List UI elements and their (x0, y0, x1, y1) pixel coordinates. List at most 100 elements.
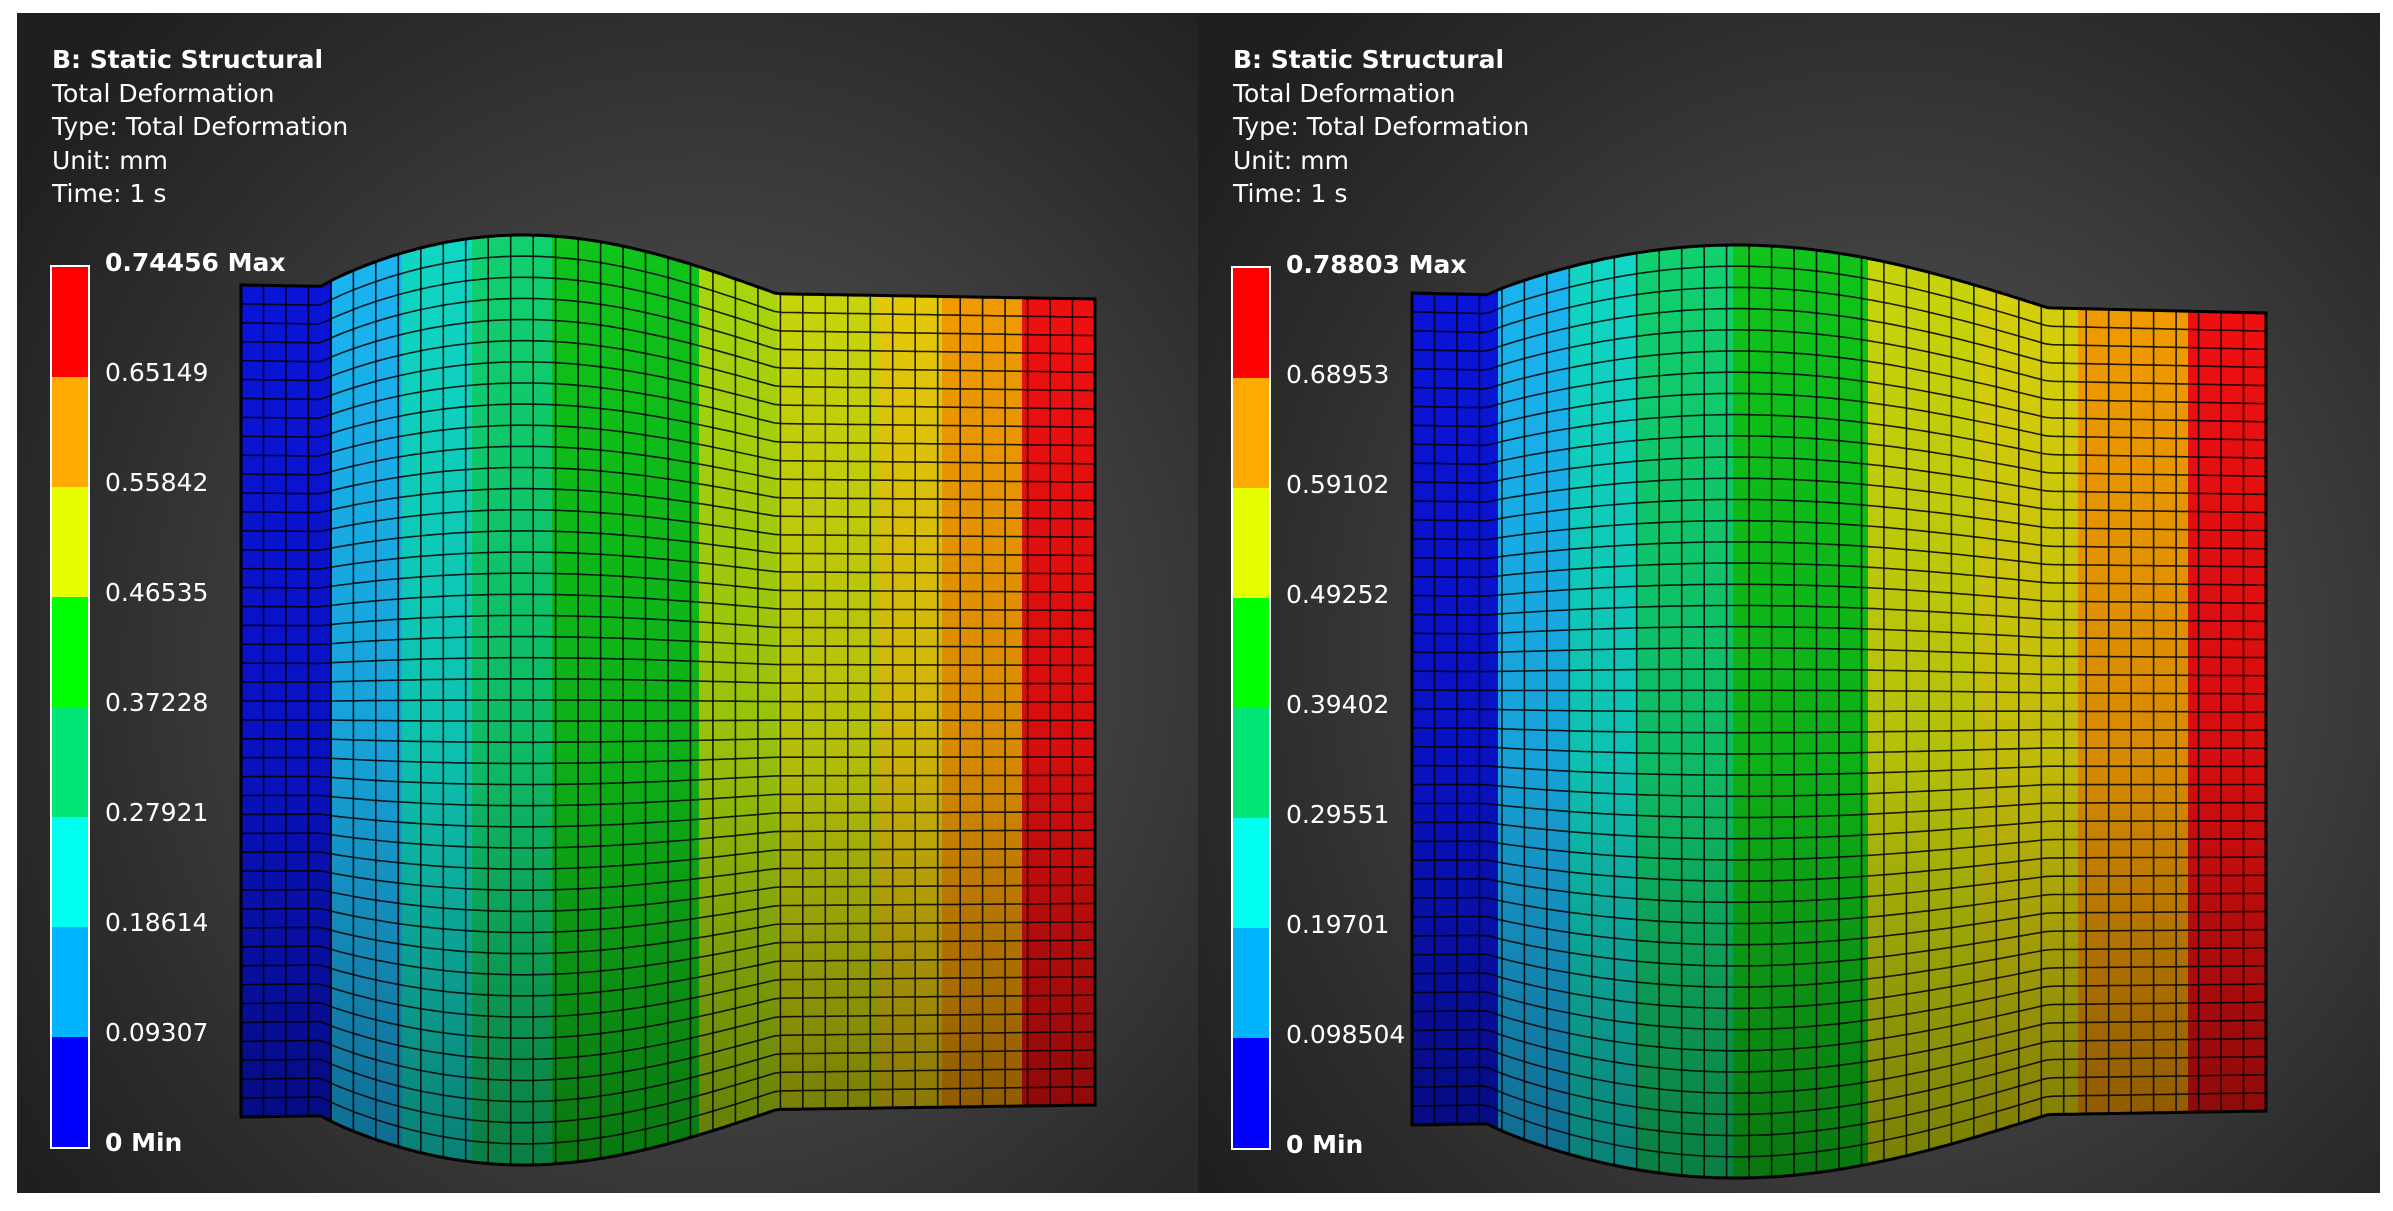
mesh-line (241, 756, 1095, 765)
mesh-line (241, 656, 1096, 667)
legend-color-band (52, 597, 88, 707)
mesh-line (240, 487, 1095, 520)
result-info-block: B: Static Structural Total Deformation T… (1233, 43, 1529, 211)
legend-tick-label: 0.55842 (105, 468, 209, 497)
mesh-line (240, 1012, 1096, 1061)
mesh-line (241, 719, 1095, 722)
mesh-line (1411, 1092, 2267, 1158)
mesh-line (1412, 928, 2267, 967)
mesh-line (1411, 519, 2267, 550)
result-name: Total Deformation (52, 78, 275, 108)
mesh-line (241, 382, 1096, 428)
system-title: B: Static Structural (52, 45, 324, 74)
legend-color-band (1233, 378, 1269, 488)
legend-tick-label: 0.37228 (105, 688, 209, 717)
mesh-line (1411, 583, 2267, 604)
color-legend-bar[interactable] (50, 265, 90, 1149)
mesh-line (1411, 371, 2267, 423)
color-legend-bar[interactable] (1231, 266, 1271, 1150)
mesh-line (1412, 1001, 2267, 1052)
mesh-line (240, 866, 1095, 892)
mesh-line (241, 774, 1095, 786)
mesh-line (241, 360, 1096, 410)
mesh-line (240, 847, 1096, 870)
legend-color-band (52, 707, 88, 817)
result-viewport-left[interactable]: B: Static Structural Total Deformation T… (17, 13, 1198, 1193)
mesh-line (1412, 892, 2266, 925)
mesh-line (1412, 745, 2266, 755)
legend-color-band (52, 817, 88, 927)
mesh-line (241, 678, 1095, 685)
mesh-line (1411, 498, 2267, 532)
legend-tick-label: 0.098504 (1286, 1020, 1406, 1049)
mesh-line (1411, 286, 2267, 351)
mesh-line (1411, 477, 2267, 514)
legend-tick-label: 0.65149 (105, 358, 209, 387)
deformation-contour-model[interactable] (17, 13, 1198, 1193)
mesh-line (1412, 647, 2267, 659)
mesh-line (241, 975, 1095, 1018)
mesh-line (240, 811, 1095, 828)
mesh-line (240, 339, 1096, 392)
legend-tick-label: 0.59102 (1286, 470, 1390, 499)
mesh-line (240, 572, 1095, 593)
mesh-line (240, 1067, 1096, 1124)
mesh-line (240, 276, 1096, 337)
deformation-contour-model[interactable] (1198, 13, 2380, 1193)
mesh-line (240, 297, 1096, 355)
mesh-line (1411, 838, 2266, 861)
mesh-line (240, 551, 1096, 575)
mesh-line (1411, 1037, 2266, 1094)
legend-min-label: 0 Min (1286, 1130, 1364, 1159)
result-info-block: B: Static Structural Total Deformation T… (52, 43, 348, 211)
legend-tick-label: 0.29551 (1286, 800, 1390, 829)
mesh-line (1411, 1019, 2267, 1073)
mesh-line (240, 424, 1096, 465)
legend-color-band (52, 1037, 88, 1147)
system-title: B: Static Structural (1233, 45, 1505, 74)
mesh-line (1411, 307, 2267, 369)
mesh-line (1411, 856, 2266, 882)
mesh-line (1412, 910, 2266, 946)
legend-color-band (1233, 598, 1269, 708)
mesh-line (1411, 392, 2267, 441)
mesh-line (241, 593, 1095, 612)
mesh-line (1412, 965, 2267, 1010)
legend-color-band (52, 377, 88, 487)
mesh-line (1411, 819, 2266, 840)
result-time: Time: 1 s (1233, 179, 1348, 208)
mesh-line (240, 318, 1096, 374)
mesh-line (241, 884, 1095, 913)
mesh-line (1412, 689, 2267, 695)
mesh-line (1411, 874, 2267, 904)
legend-color-band (1233, 708, 1269, 818)
mesh-line (241, 699, 1095, 703)
mesh-line (241, 994, 1096, 1039)
mesh-line (241, 902, 1095, 934)
mesh-line (1412, 604, 2266, 623)
mesh-line (241, 614, 1095, 630)
mesh-line (240, 403, 1095, 447)
result-type: Type: Total Deformation (1233, 112, 1530, 141)
mesh-line (240, 1085, 1096, 1145)
model-outline (239, 233, 1097, 1167)
mesh-line (1412, 801, 2266, 819)
legend-max-label: 0.78803 Max (1286, 250, 1467, 279)
legend-tick-label: 0.09307 (105, 1018, 209, 1047)
mesh-line (241, 939, 1096, 976)
result-viewport-right[interactable]: B: Static Structural Total Deformation T… (1198, 13, 2380, 1193)
mesh-line (1411, 1073, 2267, 1137)
model-outline (1410, 243, 2268, 1180)
legend-color-band (1233, 928, 1269, 1038)
mesh-line (241, 957, 1095, 997)
legend-color-band (1233, 818, 1269, 928)
mesh-line (240, 445, 1096, 483)
mesh-line (240, 466, 1096, 502)
legend-color-band (1233, 268, 1269, 378)
result-name: Total Deformation (1233, 78, 1456, 108)
result-type: Type: Total Deformation (52, 112, 349, 141)
mesh-line (1411, 562, 2266, 586)
mesh-line (1412, 946, 2266, 989)
legend-tick-label: 0.19701 (1286, 910, 1390, 939)
mesh-line (1411, 456, 2267, 496)
